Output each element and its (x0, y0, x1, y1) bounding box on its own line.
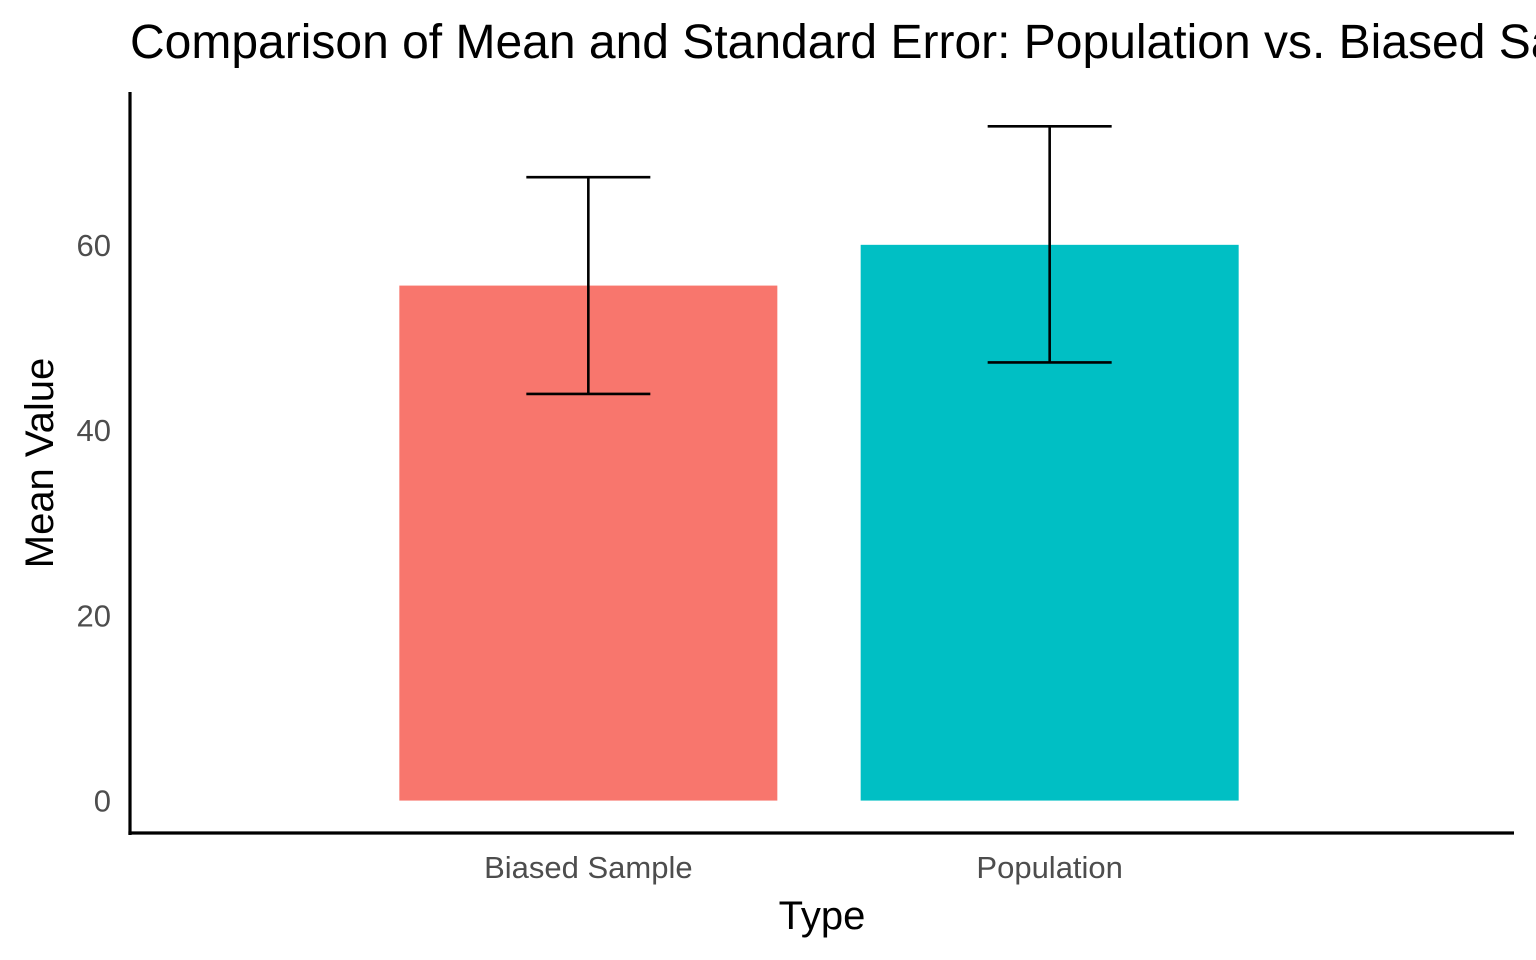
x-tick-label: Biased Sample (484, 850, 693, 885)
x-axis-title: Type (779, 894, 866, 938)
y-tick-label: 60 (77, 228, 111, 263)
x-tick-label: Population (976, 850, 1123, 885)
y-tick-label: 40 (77, 413, 111, 448)
y-axis-title: Mean Value (18, 358, 62, 569)
y-tick-label: 20 (77, 598, 111, 633)
y-tick-label: 0 (94, 784, 111, 819)
chart-title: Comparison of Mean and Standard Error: P… (130, 16, 1536, 69)
